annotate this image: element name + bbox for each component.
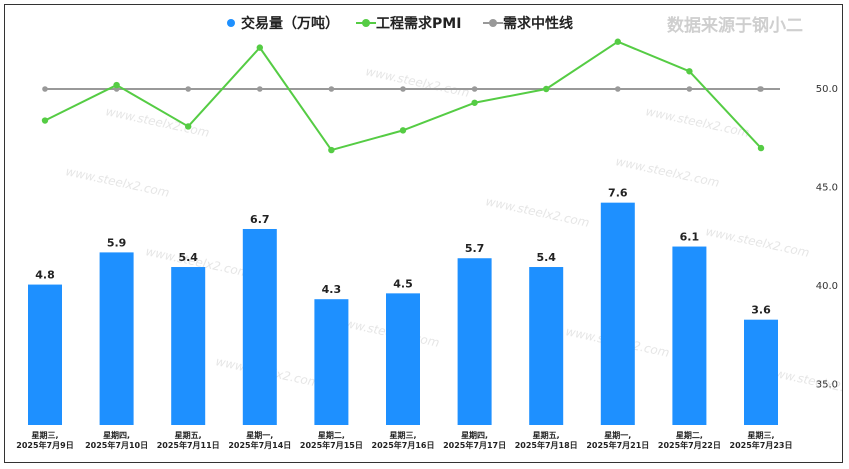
series-point: [615, 86, 621, 92]
series-point: [328, 146, 335, 154]
legend-swatch-dot: [362, 19, 370, 27]
bar: [457, 258, 492, 425]
legend-label: 需求中性线: [503, 15, 573, 32]
bar: [314, 299, 349, 425]
series-point: [41, 117, 49, 124]
bar-value-label: 5.4: [536, 251, 556, 264]
bar-value-label: 5.4: [178, 251, 198, 264]
bar: [99, 252, 134, 425]
bar-value-label: 6.7: [250, 213, 270, 226]
bar-value-label: 3.6: [751, 304, 771, 317]
legend-swatch-dot: [489, 19, 497, 27]
bar: [242, 228, 277, 425]
chart-frame: www.steelx2.com www.steelx2.com www.steelx…: [4, 4, 844, 463]
x-tick-label-date: 2025年7月10日: [85, 440, 148, 450]
right-axis: 35.0 40.0 45.0 50.0: [816, 84, 838, 391]
x-tick-label-date: 2025年7月23日: [730, 440, 793, 450]
right-axis-tick-label: 40.0: [816, 281, 838, 292]
series-point: [399, 127, 407, 134]
x-tick-label-weekday: 星期三,: [31, 430, 58, 440]
series-point: [757, 144, 765, 152]
bar-value-label: 4.3: [322, 283, 342, 296]
x-tick-label-weekday: 星期二,: [318, 430, 345, 440]
bar: [744, 319, 778, 425]
bar: [171, 267, 206, 425]
series-point: [758, 86, 764, 92]
watermark-text: www.steelx2.com: [614, 154, 720, 190]
series-point: [543, 85, 550, 93]
x-tick-label-weekday: 星期五,: [533, 430, 560, 440]
series-point: [471, 86, 478, 92]
watermark-text: www.steelx2.com: [704, 224, 810, 260]
series-point: [471, 99, 478, 106]
watermark-text: www.steelx2.com: [364, 64, 470, 100]
series-point: [614, 38, 621, 45]
bar: [672, 246, 707, 425]
series-point: [686, 86, 693, 92]
x-tick-label-date: 2025年7月11日: [157, 440, 220, 450]
source-label: 数据来源于钢小二: [667, 15, 803, 36]
bar-value-label: 4.8: [35, 269, 55, 282]
x-tick-label-weekday: 星期一,: [604, 430, 631, 440]
x-tick-label-weekday: 星期三,: [747, 430, 774, 440]
bar: [529, 267, 564, 425]
watermark-text: www.steelx2.com: [644, 104, 750, 140]
bar-value-label: 4.5: [393, 277, 413, 290]
legend: 交易量（万吨） 工程需求PMI 需求中性线: [227, 15, 573, 32]
series-point: [400, 86, 406, 92]
line-series: [41, 38, 780, 154]
bar: [386, 293, 420, 425]
series-point: [257, 86, 263, 92]
legend-swatch-dot: [227, 19, 235, 27]
x-tick-label-date: 2025年7月17日: [443, 440, 506, 450]
right-axis-tick-label: 45.0: [816, 183, 838, 194]
x-tick-label-date: 2025年7月22日: [658, 440, 721, 450]
legend-label: 交易量（万吨）: [241, 15, 339, 32]
chart-svg: www.steelx2.com www.steelx2.com www.steelx…: [16, 15, 844, 450]
bar-value-label: 5.7: [465, 242, 485, 255]
series-point: [185, 86, 191, 92]
x-tick-label-date: 2025年7月21日: [586, 440, 649, 450]
bar: [600, 202, 635, 425]
series-point: [686, 68, 693, 75]
x-tick-label-weekday: 星期四,: [461, 430, 488, 440]
bar-series: 4.8 5.9 5.4 6.7 4.3 4.5 5.7 5.4 7.6 6.1 3.6: [28, 187, 778, 425]
bar-value-label: 6.1: [680, 231, 700, 244]
x-axis-labels: 星期三,2025年7月9日星期四,2025年7月10日星期五,2025年7月11…: [16, 430, 792, 450]
x-tick-label-date: 2025年7月14日: [228, 440, 291, 450]
x-tick-label-weekday: 星期四,: [103, 430, 130, 440]
x-tick-label-weekday: 星期一,: [246, 430, 273, 440]
series-point: [256, 44, 263, 51]
watermark-text: www.steelx2.com: [484, 194, 590, 230]
watermark-text: www.steelx2.com: [64, 164, 170, 200]
right-axis-tick-label: 50.0: [816, 84, 838, 95]
x-tick-label-weekday: 星期二,: [676, 430, 703, 440]
x-tick-label-date: 2025年7月9日: [16, 440, 73, 450]
x-tick-label-date: 2025年7月15日: [300, 440, 363, 450]
x-tick-label-weekday: 星期五,: [175, 430, 202, 440]
bar-value-label: 5.9: [107, 236, 127, 249]
x-tick-label-date: 2025年7月18日: [515, 440, 578, 450]
right-axis-tick-label: 35.0: [816, 380, 838, 391]
series-point: [113, 81, 120, 89]
legend-label: 工程需求PMI: [376, 15, 461, 32]
bar: [28, 284, 62, 425]
x-tick-label-weekday: 星期三,: [389, 430, 416, 440]
series-point: [328, 86, 335, 92]
series-point: [42, 86, 48, 92]
series-line: [44, 40, 762, 152]
x-tick-label-date: 2025年7月16日: [372, 440, 435, 450]
series-point: [185, 123, 192, 130]
bar-value-label: 7.6: [608, 187, 628, 200]
